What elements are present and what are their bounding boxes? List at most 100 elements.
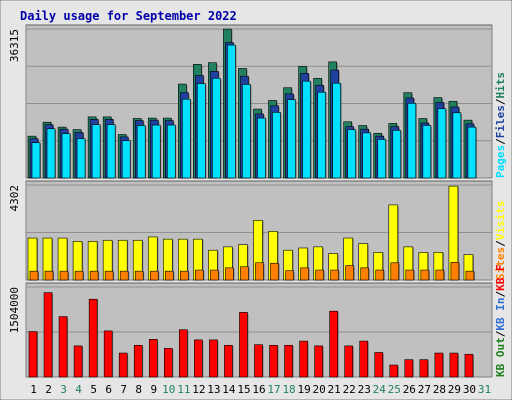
- x-tick-label: 20: [313, 383, 326, 396]
- x-tick-label: 29: [448, 383, 461, 396]
- bar-pages-day-8: [136, 125, 146, 179]
- x-tick-label: 24: [373, 383, 387, 396]
- bar-sites-day-11: [180, 270, 189, 281]
- bar-pages-day-18: [287, 99, 296, 179]
- bar-kb-f-day-26: [404, 359, 414, 378]
- bar-kb-f-day-22: [344, 345, 353, 378]
- x-tick-label: 11: [177, 383, 190, 396]
- bar-sites-day-19: [300, 267, 309, 281]
- bar-kb-f-day-20: [314, 345, 323, 378]
- bar-pages-day-3: [61, 133, 71, 179]
- bar-pages-day-7: [121, 140, 131, 179]
- bar-sites-day-17: [270, 262, 279, 281]
- x-tick-label: 22: [343, 383, 356, 396]
- bar-pages-day-30: [467, 126, 477, 179]
- x-tick-label: 1: [30, 383, 37, 396]
- legend: KB Out/KB In/KB F: [494, 264, 507, 377]
- bar-sites-day-9: [149, 270, 159, 281]
- bar-pages-day-15: [242, 84, 251, 179]
- bar-pages-day-26: [407, 103, 417, 179]
- bar-pages-day-24: [377, 139, 387, 179]
- bar-kb-f-day-2: [43, 292, 53, 378]
- x-tick-label: 31: [478, 383, 491, 396]
- x-tick-label: 30: [463, 383, 476, 396]
- bar-kb-f-day-15: [239, 312, 248, 378]
- bar-pages-day-10: [166, 124, 176, 179]
- bar-pages-day-1: [31, 142, 41, 179]
- bar-kb-f-day-4: [73, 345, 83, 378]
- bar-kb-f-day-19: [299, 340, 308, 378]
- y-max-label: 4302: [8, 185, 21, 212]
- bar-sites-day-23: [360, 267, 370, 281]
- x-tick-label: 21: [328, 383, 341, 396]
- bar-kb-f-day-11: [179, 329, 188, 378]
- bar-sites-day-1: [29, 270, 39, 281]
- bar-kb-f-day-25: [389, 364, 399, 378]
- bar-kb-f-day-10: [163, 347, 173, 378]
- bar-sites-day-4: [74, 270, 84, 281]
- x-tick-label: 7: [120, 383, 127, 396]
- bar-sites-day-20: [315, 269, 324, 281]
- x-tick-label: 19: [297, 383, 310, 396]
- bar-kb-f-day-1: [28, 331, 38, 378]
- bar-pages-day-16: [257, 117, 266, 179]
- bar-pages-day-11: [182, 98, 191, 179]
- bar-kb-f-day-7: [118, 352, 128, 378]
- bar-pages-day-27: [422, 125, 432, 179]
- bar-pages-day-9: [151, 124, 161, 179]
- bar-kb-f-day-17: [269, 344, 278, 378]
- x-tick-label: 12: [192, 383, 205, 396]
- x-tick-label: 14: [222, 383, 236, 396]
- bar-pages-day-12: [197, 83, 206, 179]
- legend-item: Files: [494, 105, 507, 138]
- bar-pages-day-19: [302, 80, 311, 179]
- x-tick-label: 5: [90, 383, 97, 396]
- x-tick-label: 10: [162, 383, 175, 396]
- bar-pages-day-25: [392, 130, 402, 179]
- bar-pages-day-29: [452, 112, 462, 179]
- bar-sites-day-10: [164, 270, 174, 281]
- bar-pages-day-6: [106, 124, 116, 179]
- legend-item: Visits: [494, 201, 507, 241]
- bar-pages-day-17: [272, 112, 281, 179]
- bar-sites-day-28: [435, 269, 445, 281]
- y-max-label: 36315: [8, 29, 21, 62]
- legend-item: Pages: [494, 145, 507, 178]
- bar-pages-day-4: [76, 138, 86, 179]
- legend-item: KB In: [494, 298, 507, 331]
- bar-kb-f-day-30: [464, 353, 474, 378]
- y-max-label: 1504000: [8, 287, 21, 333]
- chart-panels: 36315Pages/Files/Hits4302Sites/Visits150…: [8, 24, 507, 378]
- bar-sites-day-2: [44, 270, 54, 281]
- bar-sites-day-14: [225, 267, 234, 281]
- legend-item: KB F: [494, 264, 507, 291]
- x-tick-label: 3: [60, 383, 67, 396]
- bar-sites-day-6: [104, 270, 114, 281]
- bar-kb-f-day-18: [284, 344, 293, 378]
- x-tick-label: 9: [150, 383, 157, 396]
- bar-kb-f-day-6: [103, 330, 113, 378]
- bar-sites-day-30: [465, 270, 475, 281]
- x-tick-label: 8: [135, 383, 142, 396]
- panel-visits-sites: 4302 Sites/Visits: [8, 180, 507, 281]
- x-tick-label: 4: [75, 383, 82, 396]
- bar-sites-day-21: [330, 269, 339, 281]
- bar-sites-day-8: [134, 270, 144, 281]
- bar-kb-f-day-24: [374, 352, 384, 378]
- legend-item: KB Out: [494, 337, 507, 377]
- x-tick-label: 27: [418, 383, 431, 396]
- x-tick-label: 13: [207, 383, 220, 396]
- bar-sites-day-13: [210, 269, 219, 281]
- x-tick-label: 25: [388, 383, 401, 396]
- x-tick-label: 15: [237, 383, 250, 396]
- bar-sites-day-27: [420, 269, 430, 281]
- bar-sites-day-12: [195, 269, 204, 281]
- bar-kb-f-day-28: [434, 352, 444, 378]
- bar-pages-day-21: [332, 82, 341, 179]
- legend-item: /: [494, 291, 507, 298]
- bar-kb-f-day-27: [419, 359, 429, 378]
- chart-title: Daily usage for September 2022: [20, 9, 237, 23]
